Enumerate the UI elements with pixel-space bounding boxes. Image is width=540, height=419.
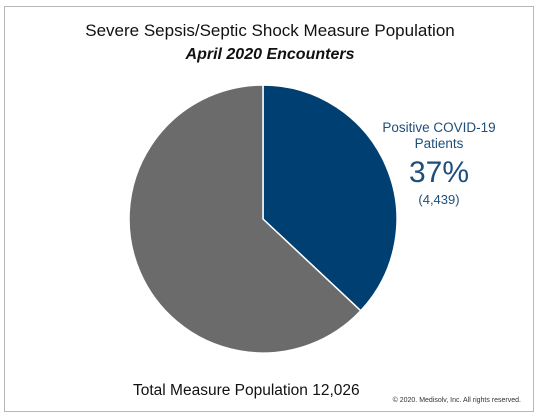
chart-frame: Severe Sepsis/Septic Shock Measure Popul… [4,6,534,412]
slice-callout: Positive COVID-19 Patients 37% (4,439) [371,120,507,208]
callout-percent: 37% [408,156,470,189]
total-population: Total Measure Population 12,026 [133,382,360,399]
callout-count: (4,439) [418,192,460,207]
pie-chart [128,84,398,354]
callout-label: Positive COVID-19 Patients [382,120,496,151]
pie-slice-positive-covid [262,84,398,312]
chart-subtitle: April 2020 Encounters [185,46,355,63]
copyright-notice: © 2020. Medisolv, Inc. All rights reserv… [392,397,521,404]
pie-slice-other [128,84,362,354]
chart-title: Severe Sepsis/Septic Shock Measure Popul… [85,21,455,40]
